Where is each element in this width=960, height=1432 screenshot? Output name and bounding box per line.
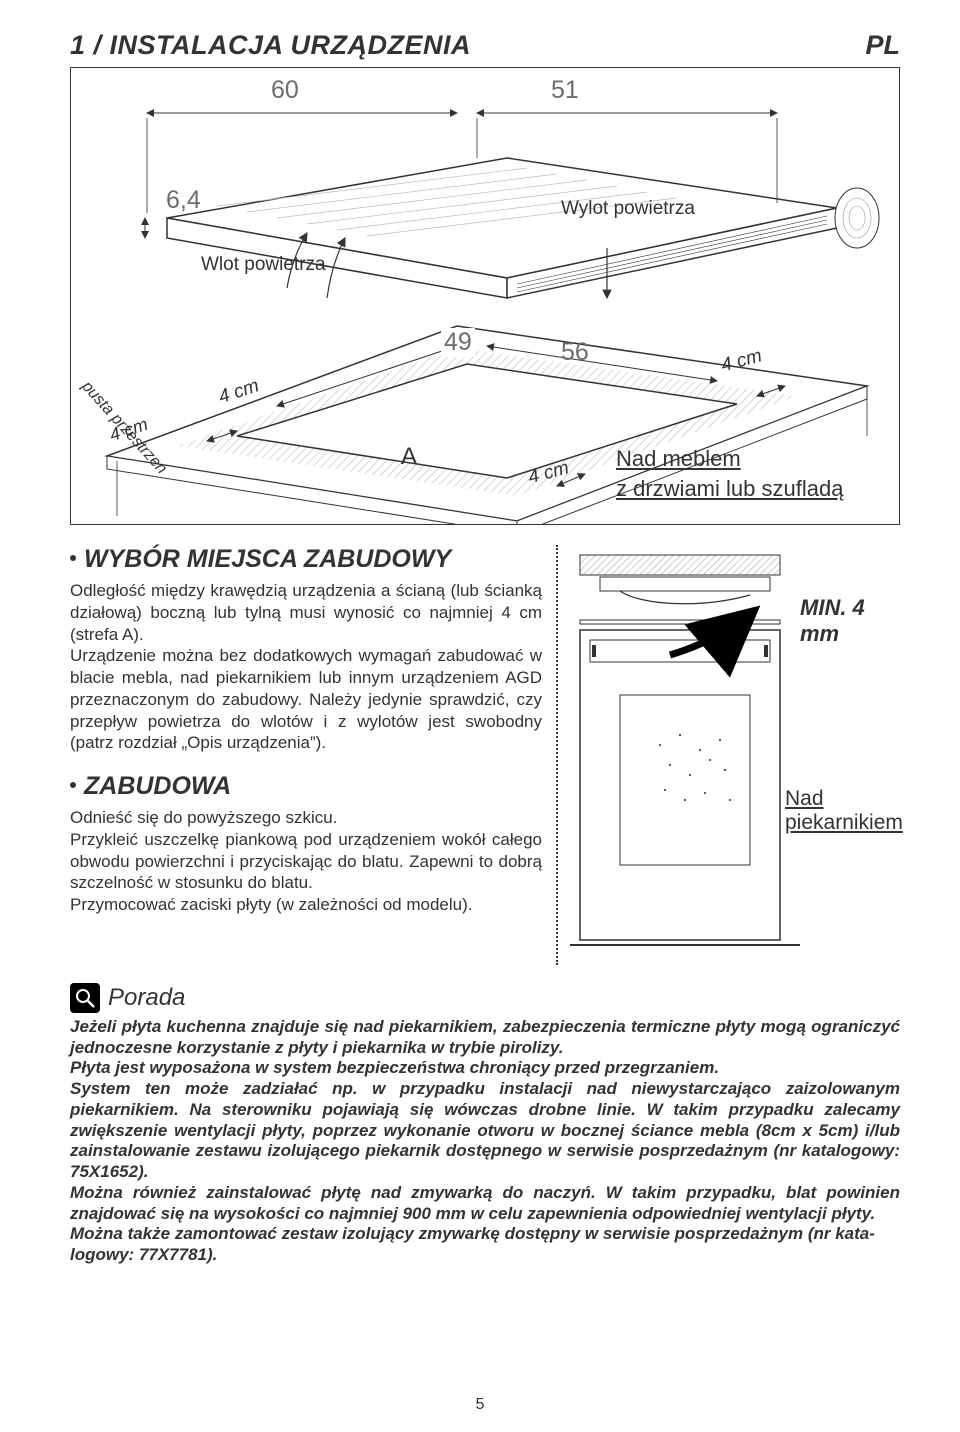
dim-56: 56: [561, 338, 589, 367]
dim-6-4: 6,4: [166, 186, 201, 215]
label-nad-meblem-2: z drzwiami lub szufladą: [616, 476, 843, 502]
page-header: 1 / INSTALACJA URZĄDZENIA PL: [70, 30, 900, 61]
section-name: INSTALACJA URZĄDZENIA: [110, 30, 472, 60]
bullet-icon: [70, 782, 76, 788]
page-number: 5: [476, 1396, 485, 1414]
label-nad-meblem-1: Nad meblem: [616, 446, 741, 472]
section-number: 1: [70, 30, 86, 60]
section2-heading: ZABUDOWA: [70, 772, 542, 801]
section1-text: Odległość między krawędzią urządzenia a …: [70, 580, 542, 754]
bullet-icon: [70, 555, 76, 561]
label-wylot: Wylot powietrza: [561, 198, 695, 220]
advice-block: Porada Jeżeli płyta kuchenna znajduje si…: [70, 983, 900, 1266]
section1-title: WYBÓR MIEJSCA ZABUDOWY: [84, 545, 451, 573]
label-wlot: Wlot powietrza: [201, 254, 326, 276]
dim-49: 49: [441, 328, 475, 357]
advice-text: Jeżeli płyta kuchenna znajduje się nad p…: [70, 1017, 900, 1266]
section2-title: ZABUDOWA: [84, 772, 231, 800]
min-4mm-label: MIN. 4 mm: [800, 595, 900, 647]
right-column: MIN. 4 mm Nad piekarnikiem: [570, 545, 900, 965]
magnifier-icon: [70, 983, 100, 1013]
label-a: A: [401, 443, 417, 471]
main-content-row: WYBÓR MIEJSCA ZABUDOWY Odległość między …: [70, 545, 900, 965]
advice-title: Porada: [108, 984, 185, 1012]
installation-diagram: 60 51: [70, 67, 900, 525]
section1-heading: WYBÓR MIEJSCA ZABUDOWY: [70, 545, 542, 574]
dotted-divider: [556, 545, 558, 965]
oven-side-diagram: MIN. 4 mm Nad piekarnikiem: [570, 545, 900, 965]
section-title: 1 / INSTALACJA URZĄDZENIA: [70, 30, 471, 61]
advice-heading-row: Porada: [70, 983, 900, 1013]
nad-piekarnikiem-label: Nad piekarnikiem: [785, 787, 903, 835]
left-column: WYBÓR MIEJSCA ZABUDOWY Odległość między …: [70, 545, 542, 965]
language-badge: PL: [865, 30, 900, 61]
section2-text: Odnieść się do powyższego szkicu. Przykl…: [70, 807, 542, 916]
